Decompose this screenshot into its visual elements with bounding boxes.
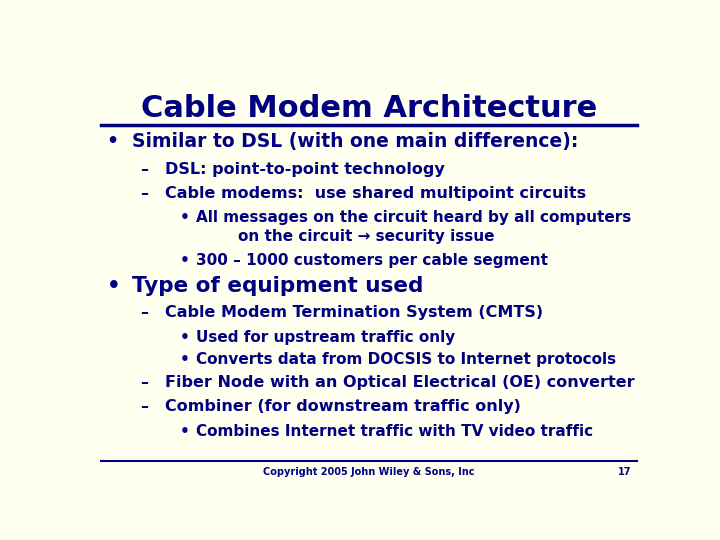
Text: •: • [107, 275, 120, 295]
Text: All messages on the circuit heard by all computers
        on the circuit → secu: All messages on the circuit heard by all… [196, 211, 631, 244]
Text: Cable Modem Architecture: Cable Modem Architecture [141, 94, 597, 123]
Text: –: – [140, 186, 148, 201]
Text: –: – [140, 400, 148, 414]
Text: •: • [179, 329, 189, 345]
Text: •: • [179, 211, 189, 225]
Text: Similar to DSL (with one main difference):: Similar to DSL (with one main difference… [132, 132, 578, 151]
Text: Fiber Node with an Optical Electrical (OE) converter: Fiber Node with an Optical Electrical (O… [166, 375, 635, 390]
Text: Converts data from DOCSIS to Internet protocols: Converts data from DOCSIS to Internet pr… [196, 353, 616, 367]
Text: Combiner (for downstream traffic only): Combiner (for downstream traffic only) [166, 400, 521, 414]
Text: DSL: point-to-point technology: DSL: point-to-point technology [166, 162, 445, 177]
Text: 300 – 1000 customers per cable segment: 300 – 1000 customers per cable segment [196, 253, 548, 268]
Text: Cable Modem Termination System (CMTS): Cable Modem Termination System (CMTS) [166, 306, 544, 320]
Text: Combines Internet traffic with TV video traffic: Combines Internet traffic with TV video … [196, 423, 593, 438]
Text: Copyright 2005 John Wiley & Sons, Inc: Copyright 2005 John Wiley & Sons, Inc [264, 467, 474, 477]
Text: Type of equipment used: Type of equipment used [132, 275, 423, 295]
Text: •: • [107, 132, 119, 151]
Text: •: • [179, 353, 189, 367]
Text: 17: 17 [618, 467, 631, 477]
Text: –: – [140, 306, 148, 320]
Text: –: – [140, 162, 148, 177]
Text: Cable modems:  use shared multipoint circuits: Cable modems: use shared multipoint circ… [166, 186, 587, 201]
Text: Used for upstream traffic only: Used for upstream traffic only [196, 329, 455, 345]
Text: •: • [179, 423, 189, 438]
Text: –: – [140, 375, 148, 390]
Text: •: • [179, 253, 189, 268]
